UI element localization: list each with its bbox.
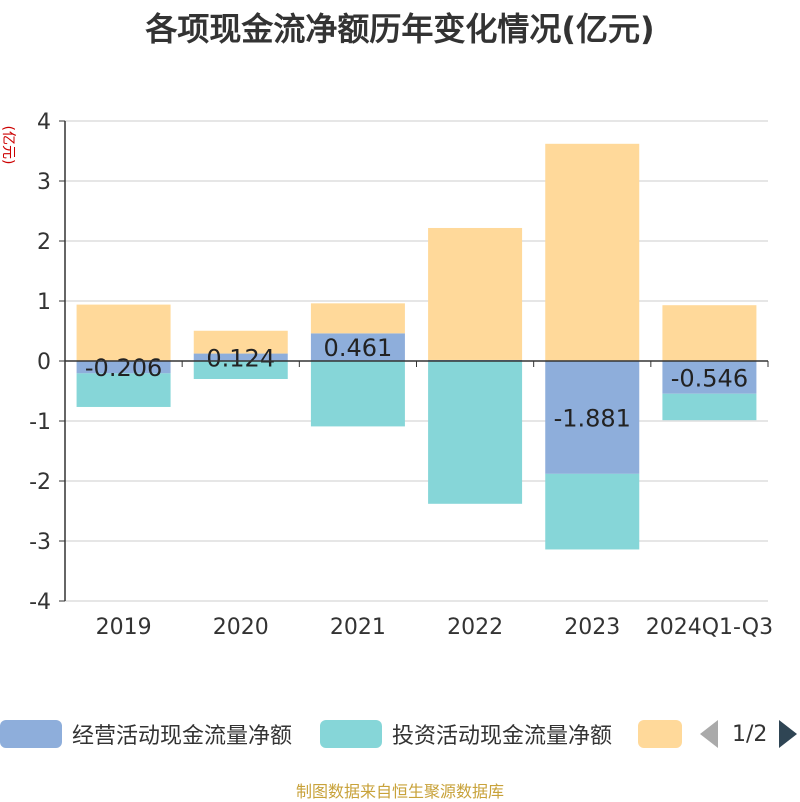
chart-legend: 经营活动现金流量净额 投资活动现金流量净额 bbox=[0, 716, 800, 752]
y-tick-label: -4 bbox=[29, 590, 51, 615]
legend-swatch-investing bbox=[320, 720, 382, 748]
bar-series-2 bbox=[193, 330, 288, 354]
bar-series-1 bbox=[76, 373, 171, 407]
y-tick-label: 2 bbox=[37, 230, 51, 255]
bar-series-1 bbox=[662, 393, 757, 421]
data-label: 0.124 bbox=[206, 344, 275, 372]
legend-item-financing[interactable] bbox=[638, 716, 682, 752]
legend-label-investing: 投资活动现金流量净额 bbox=[392, 724, 613, 749]
bar-series-2 bbox=[662, 305, 757, 361]
chart-canvas: 4 3 2 1 0 -1 -2 -3 -4 (亿元) -0.206 0.124 0.461 -1.881 -… bbox=[0, 110, 773, 640]
bar-series-1 bbox=[428, 361, 523, 504]
x-tick-label: 2023 bbox=[564, 615, 620, 640]
y-tick-label: 3 bbox=[37, 170, 51, 195]
data-label: -1.881 bbox=[554, 404, 631, 432]
bar-series-1 bbox=[193, 361, 288, 379]
x-tick-label: 2024Q1-Q3 bbox=[646, 615, 773, 640]
y-tick-label: 0 bbox=[37, 350, 51, 375]
y-axis-label: (亿元) bbox=[0, 126, 16, 165]
y-tick-label: -3 bbox=[29, 530, 51, 555]
x-tick-label: 2020 bbox=[213, 615, 269, 640]
y-tick-label: 4 bbox=[37, 110, 51, 135]
legend-item-investing[interactable]: 投资活动现金流量净额 bbox=[320, 716, 612, 752]
source-note: 制图数据来自恒生聚源数据库 bbox=[295, 782, 504, 801]
legend-item-operating[interactable]: 经营活动现金流量净额 bbox=[0, 716, 292, 752]
bar-series-0 bbox=[310, 333, 405, 361]
y-tick-label: -2 bbox=[29, 470, 51, 495]
data-label: -0.546 bbox=[671, 364, 748, 392]
pager-prev-icon[interactable] bbox=[700, 720, 718, 748]
bar-series-0 bbox=[76, 361, 171, 374]
data-label: 0.461 bbox=[324, 334, 393, 362]
bar-series-1 bbox=[545, 473, 640, 550]
legend-swatch-operating bbox=[0, 720, 62, 748]
x-tick-label: 2022 bbox=[447, 615, 503, 640]
y-tick-label: -1 bbox=[29, 410, 51, 435]
x-tick-label: 2019 bbox=[96, 615, 152, 640]
chart-title: 各项现金流净额历年变化情况(亿元) bbox=[145, 10, 655, 48]
pager-text: 1/2 bbox=[732, 721, 768, 747]
legend-label-operating: 经营活动现金流量净额 bbox=[72, 724, 293, 749]
bar-series-1 bbox=[310, 361, 405, 427]
data-label: -0.206 bbox=[85, 354, 162, 382]
legend-pager: 1/2 bbox=[700, 716, 798, 752]
bar-series-2 bbox=[310, 303, 405, 334]
bar-series-0 bbox=[193, 353, 288, 361]
pager-next-icon[interactable] bbox=[779, 720, 798, 748]
legend-swatch-financing bbox=[638, 720, 682, 748]
bar-series-0 bbox=[545, 361, 640, 474]
bar-series-2 bbox=[428, 227, 523, 360]
y-tick-label: 1 bbox=[37, 290, 51, 315]
x-tick-label: 2021 bbox=[330, 615, 386, 640]
bar-series-0 bbox=[662, 361, 757, 394]
bar-series-2 bbox=[76, 304, 171, 361]
bar-series-2 bbox=[545, 143, 640, 361]
